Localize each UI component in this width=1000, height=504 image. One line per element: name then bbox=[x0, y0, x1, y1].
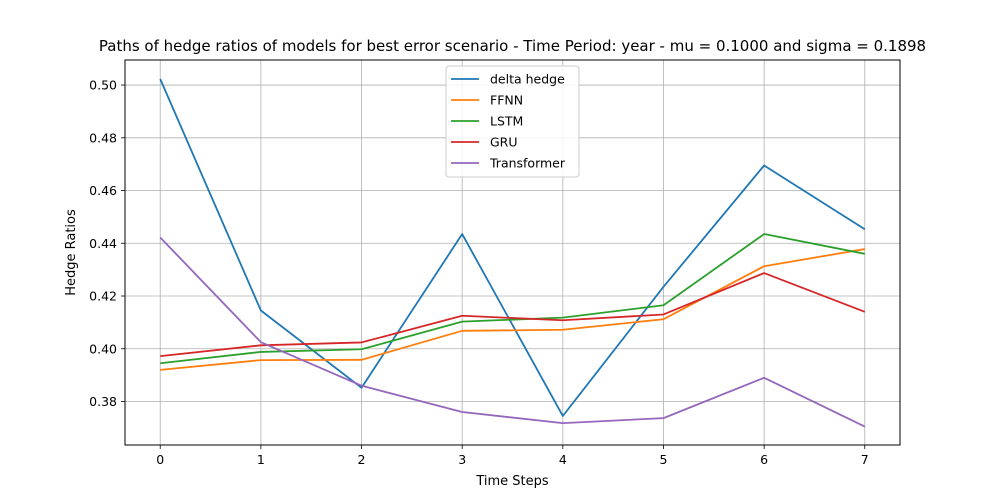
y-tick-label: 0.48 bbox=[89, 130, 117, 145]
y-tick-label: 0.42 bbox=[89, 289, 117, 304]
x-tick-label: 6 bbox=[760, 452, 768, 467]
series-line-lstm bbox=[160, 233, 865, 365]
legend: delta hedge FFNN LSTM GRU Transformer bbox=[445, 65, 580, 178]
x-tick-label: 3 bbox=[458, 452, 466, 467]
legend-label: GRU bbox=[490, 135, 518, 150]
series-lines bbox=[159, 78, 866, 428]
x-tick-label: 5 bbox=[659, 452, 667, 467]
series-line-gru bbox=[160, 272, 866, 358]
x-tick-label: 1 bbox=[257, 452, 265, 467]
y-tick-label: 0.38 bbox=[89, 394, 117, 409]
y-axis-ticks: 0.38 0.40 0.42 0.44 0.46 0.48 0.50 bbox=[89, 78, 125, 409]
x-tick-label: 4 bbox=[559, 452, 567, 467]
legend-label: LSTM bbox=[490, 114, 523, 129]
y-tick-label: 0.50 bbox=[89, 78, 117, 93]
series-line-transformer bbox=[159, 236, 866, 428]
legend-label: delta hedge bbox=[490, 72, 565, 87]
plot-frame bbox=[124, 59, 901, 446]
x-tick-label: 7 bbox=[861, 452, 869, 467]
chart-title: Paths of hedge ratios of models for best… bbox=[99, 37, 926, 55]
series-line-delta-hedge bbox=[159, 78, 866, 417]
x-axis-ticks: 0 1 2 3 4 5 6 7 bbox=[156, 445, 869, 467]
x-tick-label: 2 bbox=[358, 452, 366, 467]
y-axis-label: Hedge Ratios bbox=[64, 209, 79, 296]
y-tick-label: 0.46 bbox=[89, 183, 117, 198]
x-axis-label: Time Steps bbox=[475, 474, 549, 489]
x-tick-label: 0 bbox=[156, 452, 164, 467]
legend-box bbox=[445, 65, 580, 178]
y-tick-label: 0.40 bbox=[89, 341, 117, 356]
legend-label: Transformer bbox=[489, 156, 566, 171]
y-tick-label: 0.44 bbox=[89, 236, 117, 251]
legend-label: FFNN bbox=[490, 93, 523, 108]
series-line-ffnn bbox=[160, 248, 865, 371]
